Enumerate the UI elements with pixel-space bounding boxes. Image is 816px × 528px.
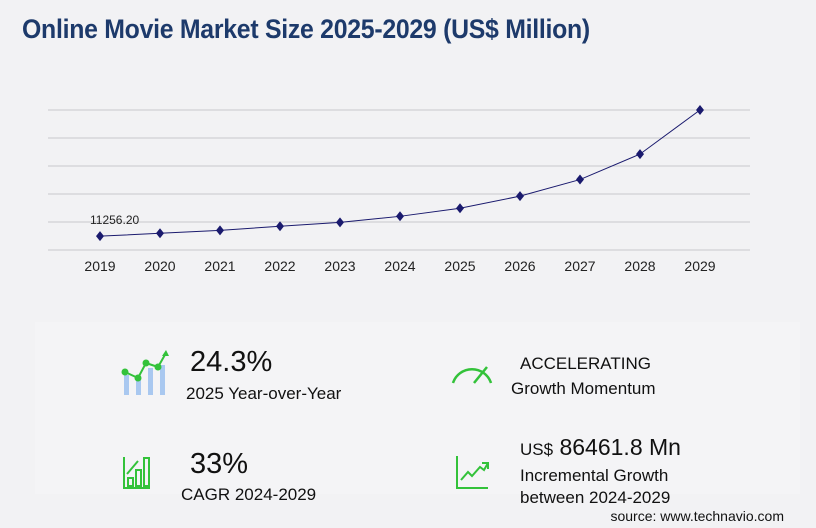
x-tick-label: 2029: [684, 258, 715, 274]
x-tick-label: 2024: [384, 258, 415, 274]
x-tick-label: 2023: [324, 258, 355, 274]
yoy-value: 24.3%: [190, 346, 273, 378]
data-point: [336, 217, 344, 228]
data-point: [156, 228, 164, 239]
incremental-label-2: between 2024-2029: [520, 488, 671, 507]
x-tick-label: 2019: [84, 258, 115, 274]
x-tick-label: 2028: [624, 258, 655, 274]
incremental-label-1: Incremental Growth: [520, 466, 669, 485]
incremental-value: US$ 86461.8 Mn: [520, 434, 681, 461]
x-tick-label: 2027: [564, 258, 595, 274]
x-tick-label: 2025: [444, 258, 475, 274]
data-point: [636, 149, 644, 160]
momentum-value: ACCELERATING: [520, 354, 651, 373]
data-point: [516, 191, 524, 202]
currency-prefix: US$: [520, 440, 554, 459]
cagr-label: CAGR 2024-2029: [181, 485, 317, 504]
x-tick-label: 2022: [264, 258, 295, 274]
incremental-amount: 86461.8 Mn: [559, 434, 681, 460]
data-point: [396, 211, 404, 222]
stats-panel: [35, 322, 800, 494]
data-point: [696, 105, 704, 115]
momentum-label: Growth Momentum: [511, 379, 656, 398]
yoy-label: 2025 Year-over-Year: [186, 384, 342, 403]
data-point: [456, 203, 464, 214]
x-tick-label: 2020: [144, 258, 175, 274]
source-text: source: www.technavio.com: [610, 508, 784, 524]
data-point: [216, 225, 224, 236]
data-point: [96, 231, 104, 242]
cagr-value: 33%: [190, 448, 249, 480]
line-chart: 2019 11256.20 2020 2021 2022 2023 2024 2025 2026…: [48, 105, 750, 274]
x-tick-label: 2026: [504, 258, 535, 274]
data-point: [276, 221, 284, 232]
x-tick-label: 2021: [204, 258, 235, 274]
data-label: 11256.20: [90, 213, 139, 227]
data-point: [576, 174, 584, 185]
chart-title: Online Movie Market Size 2025-2029 (US$ …: [22, 14, 590, 44]
